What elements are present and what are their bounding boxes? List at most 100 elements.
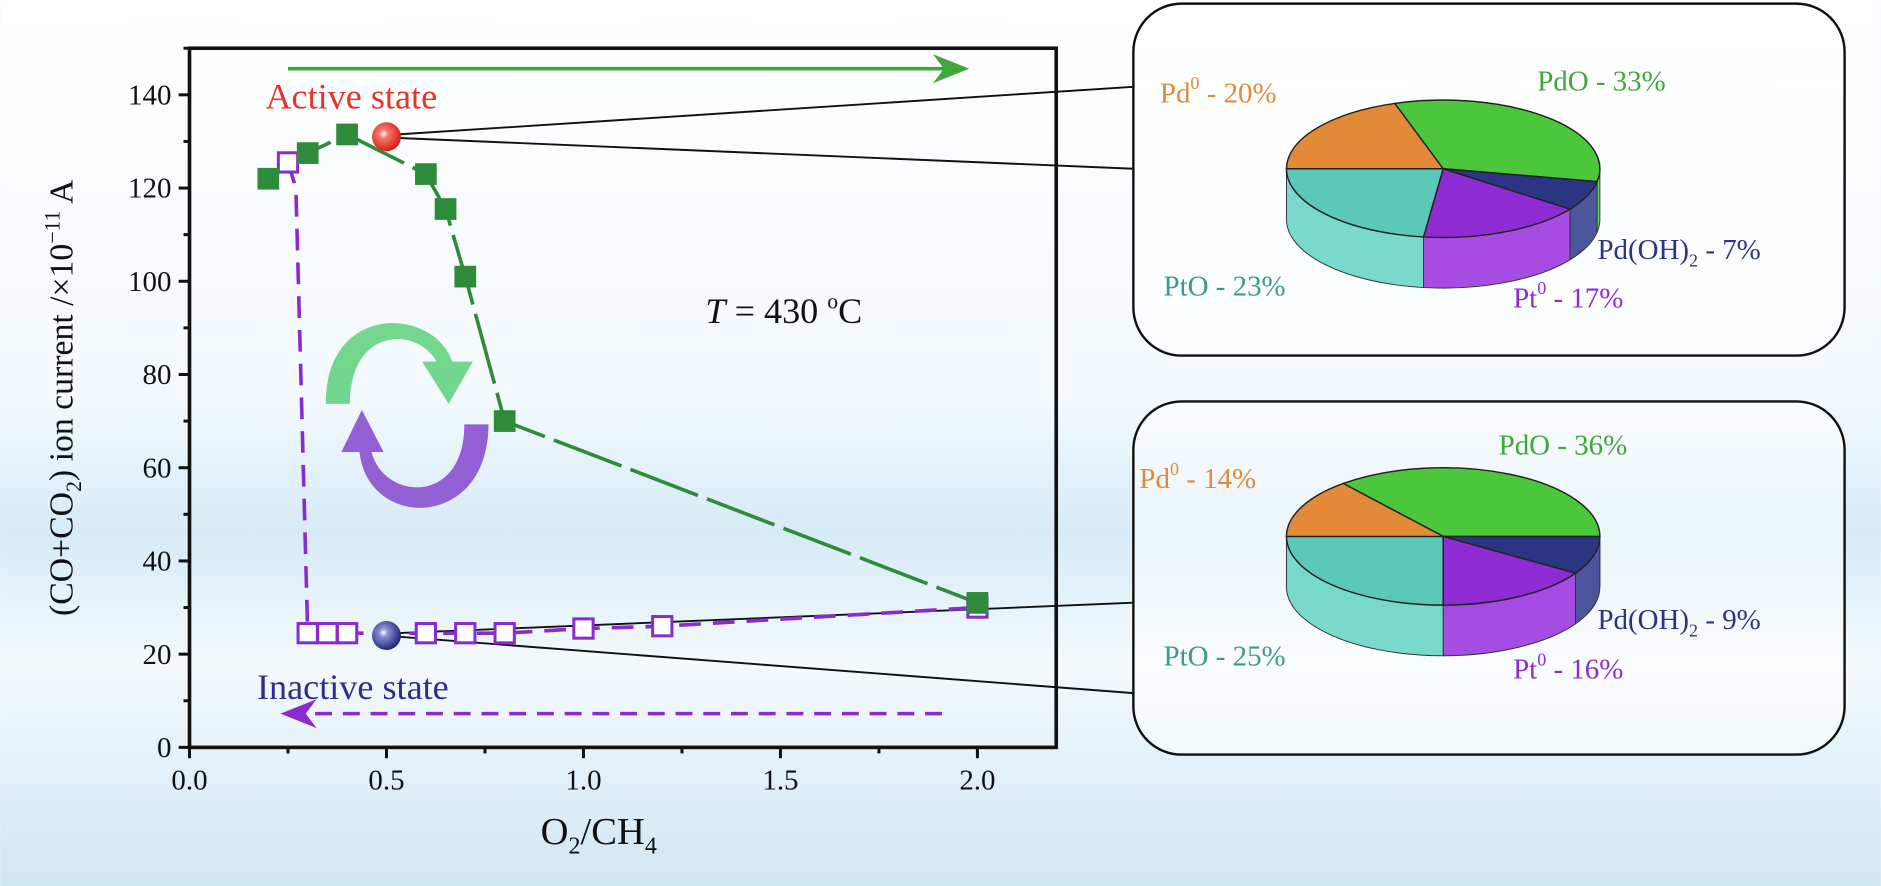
pie-slice-label: PdO - 36% (1499, 429, 1628, 461)
pie-slice (1285, 482, 1444, 538)
pie-label-subscript: 2 (1689, 620, 1698, 640)
pie-label-name: PdO (1537, 65, 1588, 97)
data-point-filled-square (415, 163, 437, 185)
data-point-filled-square (336, 123, 358, 146)
active-state-label: Active state (265, 76, 437, 116)
pie-label-percent: - 17% (1546, 282, 1623, 314)
pie-label-percent: - 16% (1546, 654, 1623, 686)
y-tick-label: 20 (143, 639, 172, 671)
inactive-state-label: Inactive state (257, 667, 449, 707)
text-part: 2 (62, 481, 86, 492)
data-point-open-square (651, 615, 674, 638)
pie-slice (1285, 102, 1445, 170)
text-part: = 430 (726, 291, 828, 331)
pie-label-name: Pt (1513, 282, 1537, 314)
data-point-filled-square (493, 410, 516, 432)
data-point-filled-square (296, 142, 319, 164)
y-tick-label: 120 (128, 173, 171, 205)
pie-label-name: Pd (1139, 463, 1170, 495)
callout-line-active-upper (398, 85, 1134, 136)
y-tick-label: 80 (143, 359, 172, 391)
x-tick-label: 0.0 (171, 765, 207, 797)
pie-slice-label: Pd(OH)2 - 7% (1597, 234, 1760, 270)
pie-slice (1442, 535, 1578, 606)
pie-slice-label: PdO - 33% (1537, 65, 1666, 97)
data-point-open-square (414, 622, 438, 645)
pie-label-percent: - 7% (1698, 234, 1761, 266)
pie-slice (1341, 467, 1601, 538)
pie-label-percent: - 25% (1209, 640, 1286, 672)
x-tick-label: 0.5 (368, 765, 404, 797)
text-part: O (541, 811, 569, 853)
pie-label-name: Pd(OH) (1597, 604, 1689, 636)
plot-frame (187, 46, 1059, 750)
temperature-annotation: T = 430 oC (705, 290, 862, 331)
cycle-arrow-purple-icon (341, 409, 489, 508)
pie-label-superscript: 0 (1190, 73, 1199, 93)
x-tick-label: 1.5 (762, 765, 798, 797)
data-point-filled-square (257, 167, 280, 190)
x-tick-label: 2.0 (959, 765, 995, 797)
x-axis-title: O2/CH4 (541, 811, 657, 860)
pie-slice (1285, 535, 1444, 606)
data-point-open-square (296, 622, 319, 645)
pie-label-superscript: 0 (1170, 459, 1179, 479)
pie-label-superscript: 0 (1537, 649, 1546, 669)
plot-area: 0.0 0.5 1.0 1.5 2.0020406080100120140O2/CH4(… (40, 46, 1134, 860)
pie-slice-label: Pt0 - 16% (1513, 649, 1623, 685)
pie-slice (1393, 99, 1601, 183)
text-part: 2 (568, 833, 580, 859)
pie-slice (1442, 535, 1601, 575)
pie-label-name: Pt (1513, 654, 1537, 686)
pie-label-percent: - 33% (1589, 65, 1666, 97)
callout-line-inactive-upper (398, 601, 1134, 635)
text-part: −11 (40, 211, 64, 244)
pie-label-name: PdO (1499, 429, 1550, 461)
pie-label-subscript: 2 (1689, 250, 1698, 270)
data-point-open-square (335, 622, 359, 645)
data-point-filled-square (454, 265, 477, 288)
data-point-filled-square (966, 592, 989, 614)
pie-label-name: Pd (1160, 77, 1191, 109)
pie-label-percent: - 20% (1199, 77, 1276, 109)
y-tick-label: 0 (157, 732, 171, 764)
pie-slice (1285, 168, 1445, 238)
callout-line-inactive-lower (398, 635, 1134, 695)
pie-slice-label: Pd0 - 14% (1139, 459, 1256, 495)
text-part: A (44, 179, 81, 211)
pie-slice-label: PtO - 23% (1164, 270, 1286, 302)
text-part: o (827, 290, 838, 314)
active-state-composition: PdO - 33%Pd(OH)2 - 7%Pt0 - 17%PtO - 23%P… (1160, 65, 1761, 314)
text-part: /CH (581, 811, 645, 853)
text-part: C (838, 291, 862, 331)
pie-label-name: Pd(OH) (1597, 234, 1689, 266)
data-point-open-square (572, 617, 595, 640)
active-state-marker (372, 122, 401, 152)
text-part: T (705, 291, 728, 331)
cycle-arrow-green-icon (325, 323, 473, 404)
pie-label-name: PtO (1164, 270, 1209, 302)
y-axis-title: (CO+CO2) ion current /×10−11 A (40, 179, 86, 616)
y-tick-label: 100 (128, 266, 171, 298)
data-point-open-square (276, 151, 300, 174)
pie-slice-label: Pt0 - 17% (1513, 278, 1623, 314)
inactive-state-composition: PdO - 36%Pd(OH)2 - 9%Pt0 - 16%PtO - 25%P… (1139, 429, 1760, 685)
y-tick-label: 60 (143, 452, 172, 484)
data-point-open-square (316, 622, 339, 645)
pie-slice-label: PtO - 25% (1164, 640, 1286, 672)
pie-slice-label: Pd0 - 20% (1160, 73, 1277, 109)
pie-slice-label: Pd(OH)2 - 9% (1597, 604, 1760, 640)
x-tick-label: 1.0 (565, 765, 601, 797)
data-point-filled-square (434, 198, 457, 220)
text-part: ) ion current /×10 (44, 244, 81, 481)
y-tick-label: 140 (128, 79, 171, 111)
pie-slice (1422, 167, 1572, 239)
pie-label-percent: - 9% (1698, 604, 1761, 636)
pie-label-percent: - 36% (1550, 429, 1627, 461)
pie-label-percent: - 14% (1179, 463, 1256, 495)
pie-charts: PdO - 33%Pd(OH)2 - 7%Pt0 - 17%PtO - 23%P… (1139, 65, 1760, 685)
text-part: (CO+CO (44, 492, 81, 616)
pie-label-superscript: 0 (1537, 278, 1546, 298)
